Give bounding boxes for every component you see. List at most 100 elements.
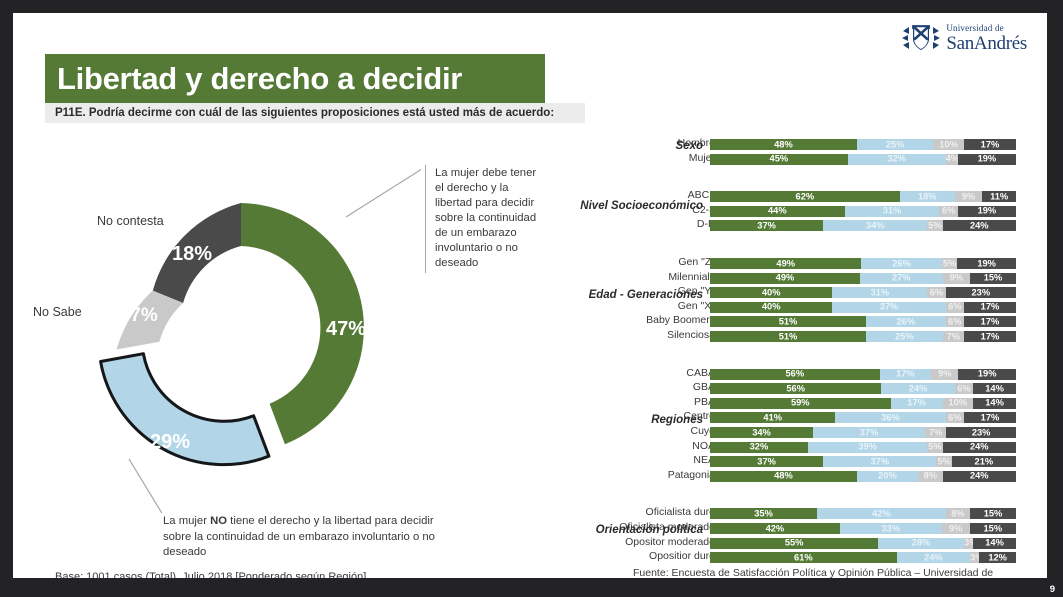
bar-segment-no-contesta[interactable]: 19% [957,258,1016,269]
bar-segment-en-desacuerdo[interactable]: 27% [859,272,943,284]
bar-segment-no-sabe[interactable]: 7% [925,427,947,438]
bar-segment-de-acuerdo[interactable]: 49% [710,258,862,269]
bar-segment-de-acuerdo[interactable]: 35% [710,508,818,520]
bar-segment-de-acuerdo[interactable]: 45% [710,153,848,165]
bar-segment-en-desacuerdo[interactable]: 25% [856,139,934,150]
bar-segment-no-sabe[interactable]: 9% [942,272,971,284]
bar-segment-no-contesta[interactable]: 15% [970,508,1016,520]
bar-category-label: C2-3 [692,203,715,216]
bar-segment-de-acuerdo[interactable]: 32% [710,441,808,453]
bar-segment-no-contesta[interactable]: 17% [963,139,1016,150]
bar-segment-en-desacuerdo[interactable]: 18% [899,191,955,203]
bar-segment-en-desacuerdo[interactable]: 37% [823,456,937,468]
bar-segment-no-sabe[interactable]: 6% [945,316,964,328]
bar-segment-no-sabe[interactable]: 7% [942,331,964,342]
bar-segment-value: 19% [977,153,997,164]
bar-segment-no-contesta[interactable]: 23% [946,427,1016,438]
bar-segment-no-contesta[interactable]: 19% [957,205,1016,217]
bar-segment-de-acuerdo[interactable]: 48% [710,139,857,150]
bar-segment-en-desacuerdo[interactable]: 37% [813,427,926,438]
bar-segment-no-sabe[interactable]: 8% [945,508,971,520]
bar-segment-no-sabe[interactable]: 6% [927,287,946,299]
bar-segment-de-acuerdo[interactable]: 61% [710,552,897,564]
bar-segment-en-desacuerdo[interactable]: 39% [807,441,928,453]
bar-segment-no-sabe[interactable]: 8% [918,470,943,482]
bar-segment-de-acuerdo[interactable]: 51% [710,316,867,328]
bar-segment-de-acuerdo[interactable]: 56% [710,383,882,395]
bar-segment-de-acuerdo[interactable]: 51% [710,331,867,342]
donut-slice-de-acuerdo[interactable] [241,203,364,445]
bar-segment-no-sabe[interactable]: 5% [936,456,952,468]
bar-segment-en-desacuerdo[interactable]: 25% [866,331,943,342]
bar-segment-de-acuerdo[interactable]: 40% [710,301,833,313]
bar-segment-de-acuerdo[interactable]: 41% [710,412,836,424]
bar-segment-no-contesta[interactable]: 23% [945,287,1016,299]
bar-segment-en-desacuerdo[interactable]: 28% [878,537,964,549]
bar-segment-no-contesta[interactable]: 19% [957,153,1016,165]
bar-segment-no-sabe[interactable]: 10% [933,139,964,150]
bar-segment-no-contesta[interactable]: 19% [958,368,1016,380]
bar-segment-en-desacuerdo[interactable]: 31% [844,205,940,217]
bar-segment-no-contesta[interactable]: 17% [963,331,1016,342]
bar-segment-no-contesta[interactable]: 24% [942,441,1016,453]
bar-segment-en-desacuerdo[interactable]: 17% [879,368,932,380]
bar-segment-no-sabe[interactable]: 9% [954,191,983,203]
bar-segment-de-acuerdo[interactable]: 44% [710,205,845,217]
donut-slice-no-sabe[interactable] [116,290,184,350]
bar-segment-no-sabe[interactable]: 9% [941,523,970,534]
bar-segment-no-sabe[interactable]: 4% [945,153,959,165]
bar-segment-no-sabe[interactable]: 3% [970,552,984,564]
bar-segment-no-contesta[interactable]: 14% [973,397,1016,409]
bar-segment-de-acuerdo[interactable]: 62% [710,191,900,203]
bar-segment-value: 17% [980,301,1000,312]
bar-segment-no-contesta[interactable]: 17% [963,412,1016,424]
bar-segment-no-sabe[interactable]: 5% [927,220,943,232]
bar-segment-en-desacuerdo[interactable]: 34% [823,220,928,232]
donut-slice-en-desacuerdo[interactable] [99,352,271,467]
bar-segment-no-contesta[interactable]: 24% [942,220,1016,232]
bar-segment-no-contesta[interactable]: 21% [951,456,1016,468]
bar-segment-no-sabe[interactable]: 6% [954,383,974,395]
bar-segment-de-acuerdo[interactable]: 48% [710,470,857,482]
bar-segment-en-desacuerdo[interactable]: 26% [866,316,946,328]
bar-segment-de-acuerdo[interactable]: 34% [710,427,813,438]
bar-segment-no-contesta[interactable]: 15% [969,523,1016,534]
bar-segment-de-acuerdo[interactable]: 56% [710,368,880,380]
bar-group-title: Nivel Socioeconómico [580,199,703,212]
bar-segment-de-acuerdo[interactable]: 40% [710,287,833,299]
bar-segment-no-sabe[interactable]: 5% [927,441,943,453]
bar-segment-no-contesta[interactable]: 17% [963,316,1016,328]
bar-segment-en-desacuerdo[interactable]: 36% [835,412,946,424]
bar-segment-no-sabe[interactable]: 3% [963,537,977,549]
bar-segment-en-desacuerdo[interactable]: 26% [861,258,942,269]
bar-segment-no-contesta[interactable]: 14% [973,383,1016,395]
bar-segment-no-contesta[interactable]: 24% [942,470,1016,482]
bar-segment-no-sabe[interactable]: 10% [942,397,974,409]
bar-segment-en-desacuerdo[interactable]: 24% [881,383,955,395]
bar-segment-en-desacuerdo[interactable]: 31% [832,287,928,299]
bar-segment-en-desacuerdo[interactable]: 24% [896,552,971,564]
bar-segment-no-contesta[interactable]: 17% [963,301,1016,313]
bar-segment-no-sabe[interactable]: 6% [939,205,958,217]
bar-segment-de-acuerdo[interactable]: 49% [710,272,860,284]
bar-segment-de-acuerdo[interactable]: 37% [710,456,824,468]
bar-segment-no-contesta[interactable]: 11% [982,191,1016,203]
bar-segment-no-sabe[interactable]: 6% [945,412,964,424]
bar-segment-de-acuerdo[interactable]: 59% [710,397,891,409]
bar-segment-en-desacuerdo[interactable]: 17% [890,397,943,409]
bar-segment-no-contesta[interactable]: 15% [970,272,1016,284]
bar-segment-de-acuerdo[interactable]: 42% [710,523,840,534]
bar-segment-en-desacuerdo[interactable]: 37% [832,301,946,313]
bar-segment-en-desacuerdo[interactable]: 32% [847,153,946,165]
bar-segment-no-contesta[interactable]: 14% [973,537,1016,549]
donut-slice-no-contesta[interactable] [152,203,241,303]
bar-segment-de-acuerdo[interactable]: 55% [710,537,879,549]
bar-segment-de-acuerdo[interactable]: 37% [710,220,824,232]
bar-segment-no-sabe[interactable]: 6% [945,301,964,313]
bar-segment-no-sabe[interactable]: 9% [931,368,959,380]
bar-segment-en-desacuerdo[interactable]: 20% [856,470,919,482]
bar-segment-en-desacuerdo[interactable]: 33% [839,523,942,534]
bar-segment-no-contesta[interactable]: 12% [979,552,1016,564]
bar-segment-no-sabe[interactable]: 5% [941,258,958,269]
bar-segment-en-desacuerdo[interactable]: 42% [817,508,946,520]
